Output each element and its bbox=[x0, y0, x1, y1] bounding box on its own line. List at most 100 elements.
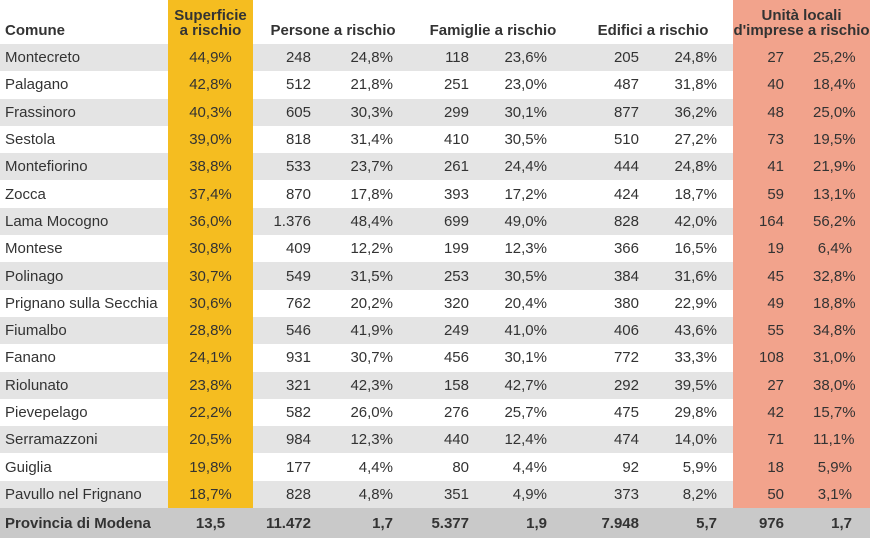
cell-superficie: 44,9% bbox=[168, 44, 253, 72]
cell-famiglie-p: 4,4% bbox=[493, 453, 573, 481]
cell-persone-n: 1.376 bbox=[253, 207, 333, 236]
table-row: Zocca 37,4% 870 17,8% 393 17,2% 424 18,7% 59 13,1… bbox=[0, 180, 870, 208]
cell-superficie: 20,5% bbox=[168, 426, 253, 454]
cell-imprese-p: 5,9% bbox=[813, 453, 870, 481]
cell-persone-n: 582 bbox=[253, 398, 333, 427]
cell-persone-n: 546 bbox=[253, 316, 333, 345]
cell-edifici-p: 31,8% bbox=[653, 71, 733, 99]
cell-imprese-p: 31,0% bbox=[813, 344, 870, 372]
cell-imprese-p: 18,8% bbox=[813, 289, 870, 317]
cell-comune: Palagano bbox=[0, 71, 168, 99]
cell-imprese-p: 25,0% bbox=[813, 98, 870, 126]
cell-persone-n: 321 bbox=[253, 371, 333, 399]
cell-persone-n: 248 bbox=[253, 44, 333, 72]
cell-imprese-n: 50 bbox=[733, 480, 813, 509]
cell-edifici-n: 373 bbox=[573, 480, 653, 509]
cell-comune: Guiglia bbox=[0, 453, 168, 481]
cell-persone-p: 31,4% bbox=[333, 125, 413, 154]
cell-imprese-p: 13,1% bbox=[813, 180, 870, 208]
cell-superficie: 28,8% bbox=[168, 316, 253, 345]
cell-superficie: 30,7% bbox=[168, 262, 253, 290]
cell-imprese-n: 59 bbox=[733, 180, 813, 208]
table-row: Montecreto 44,9% 248 24,8% 118 23,6% 205 24,8% 2… bbox=[0, 44, 870, 72]
cell-famiglie-p: 49,0% bbox=[493, 207, 573, 236]
cell-persone-n: 605 bbox=[253, 98, 333, 126]
cell-famiglie-p: 42,7% bbox=[493, 371, 573, 399]
cell-superficie: 42,8% bbox=[168, 71, 253, 99]
cell-edifici-n: 384 bbox=[573, 262, 653, 290]
cell-edifici-n: 474 bbox=[573, 426, 653, 454]
total-edifici-n: 7.948 bbox=[573, 508, 653, 538]
cell-edifici-p: 8,2% bbox=[653, 480, 733, 509]
table-row: Prignano sulla Secchia 30,6% 762 20,2% 320 20… bbox=[0, 289, 870, 317]
cell-imprese-n: 55 bbox=[733, 316, 813, 345]
cell-comune: Riolunato bbox=[0, 371, 168, 399]
cell-comune: Pavullo nel Frignano bbox=[0, 480, 168, 509]
cell-imprese-p: 38,0% bbox=[813, 371, 870, 399]
cell-comune: Montese bbox=[0, 235, 168, 263]
cell-imprese-n: 41 bbox=[733, 153, 813, 181]
cell-edifici-n: 292 bbox=[573, 371, 653, 399]
cell-persone-n: 549 bbox=[253, 262, 333, 290]
cell-persone-n: 533 bbox=[253, 153, 333, 181]
cell-edifici-n: 475 bbox=[573, 398, 653, 427]
cell-famiglie-n: 249 bbox=[413, 316, 493, 345]
cell-imprese-p: 3,1% bbox=[813, 480, 870, 509]
cell-imprese-p: 21,9% bbox=[813, 153, 870, 181]
cell-persone-p: 23,7% bbox=[333, 153, 413, 181]
cell-edifici-p: 5,9% bbox=[653, 453, 733, 481]
cell-superficie: 18,7% bbox=[168, 480, 253, 509]
cell-persone-n: 762 bbox=[253, 289, 333, 317]
cell-famiglie-p: 20,4% bbox=[493, 289, 573, 317]
cell-persone-n: 984 bbox=[253, 426, 333, 454]
cell-persone-n: 177 bbox=[253, 453, 333, 481]
header-imprese-line2: d'imprese a rischio bbox=[733, 22, 870, 39]
cell-edifici-p: 42,0% bbox=[653, 207, 733, 236]
table-row: Polinago 30,7% 549 31,5% 253 30,5% 384 31,6% 45 3… bbox=[0, 262, 870, 290]
cell-famiglie-p: 23,0% bbox=[493, 71, 573, 99]
cell-famiglie-n: 299 bbox=[413, 98, 493, 126]
cell-famiglie-p: 41,0% bbox=[493, 316, 573, 345]
cell-imprese-p: 32,8% bbox=[813, 262, 870, 290]
cell-imprese-n: 40 bbox=[733, 71, 813, 99]
cell-famiglie-n: 699 bbox=[413, 207, 493, 236]
cell-persone-p: 26,0% bbox=[333, 398, 413, 427]
cell-persone-p: 30,3% bbox=[333, 98, 413, 126]
cell-edifici-n: 406 bbox=[573, 316, 653, 345]
cell-edifici-n: 92 bbox=[573, 453, 653, 481]
table-row: Guiglia 19,8% 177 4,4% 80 4,4% 92 5,9% 18 5,9% bbox=[0, 453, 870, 481]
cell-comune: Serramazzoni bbox=[0, 426, 168, 454]
cell-famiglie-n: 410 bbox=[413, 125, 493, 154]
cell-imprese-n: 19 bbox=[733, 235, 813, 263]
cell-comune: Montecreto bbox=[0, 44, 168, 72]
cell-imprese-p: 18,4% bbox=[813, 71, 870, 99]
cell-comune: Polinago bbox=[0, 262, 168, 290]
header-row: Comune Superficie a rischio Persone a ri… bbox=[0, 0, 870, 44]
cell-edifici-p: 31,6% bbox=[653, 262, 733, 290]
cell-famiglie-p: 30,5% bbox=[493, 125, 573, 154]
cell-famiglie-p: 25,7% bbox=[493, 398, 573, 427]
cell-famiglie-n: 253 bbox=[413, 262, 493, 290]
cell-imprese-p: 56,2% bbox=[813, 207, 870, 236]
cell-comune: Sestola bbox=[0, 125, 168, 154]
cell-superficie: 19,8% bbox=[168, 453, 253, 481]
cell-edifici-n: 380 bbox=[573, 289, 653, 317]
total-persone-p: 1,7 bbox=[333, 508, 413, 538]
cell-superficie: 23,8% bbox=[168, 371, 253, 399]
total-superficie: 13,5 bbox=[168, 508, 253, 538]
table-row: Riolunato 23,8% 321 42,3% 158 42,7% 292 39,5% 27… bbox=[0, 371, 870, 399]
cell-persone-p: 17,8% bbox=[333, 180, 413, 208]
cell-famiglie-p: 12,3% bbox=[493, 235, 573, 263]
cell-edifici-n: 510 bbox=[573, 125, 653, 154]
total-edifici-p: 5,7 bbox=[653, 508, 733, 538]
table-row: Palagano 42,8% 512 21,8% 251 23,0% 487 31,8% 40 1… bbox=[0, 71, 870, 99]
table-row: Montese 30,8% 409 12,2% 199 12,3% 366 16,5% 19 6,… bbox=[0, 235, 870, 263]
total-persone-n: 11.472 bbox=[253, 508, 333, 538]
cell-edifici-p: 24,8% bbox=[653, 44, 733, 72]
table-row: Fanano 24,1% 931 30,7% 456 30,1% 772 33,3% 108 31… bbox=[0, 344, 870, 372]
cell-edifici-n: 828 bbox=[573, 207, 653, 236]
cell-famiglie-p: 4,9% bbox=[493, 480, 573, 509]
cell-comune: Frassinoro bbox=[0, 98, 168, 126]
cell-persone-p: 4,8% bbox=[333, 480, 413, 509]
